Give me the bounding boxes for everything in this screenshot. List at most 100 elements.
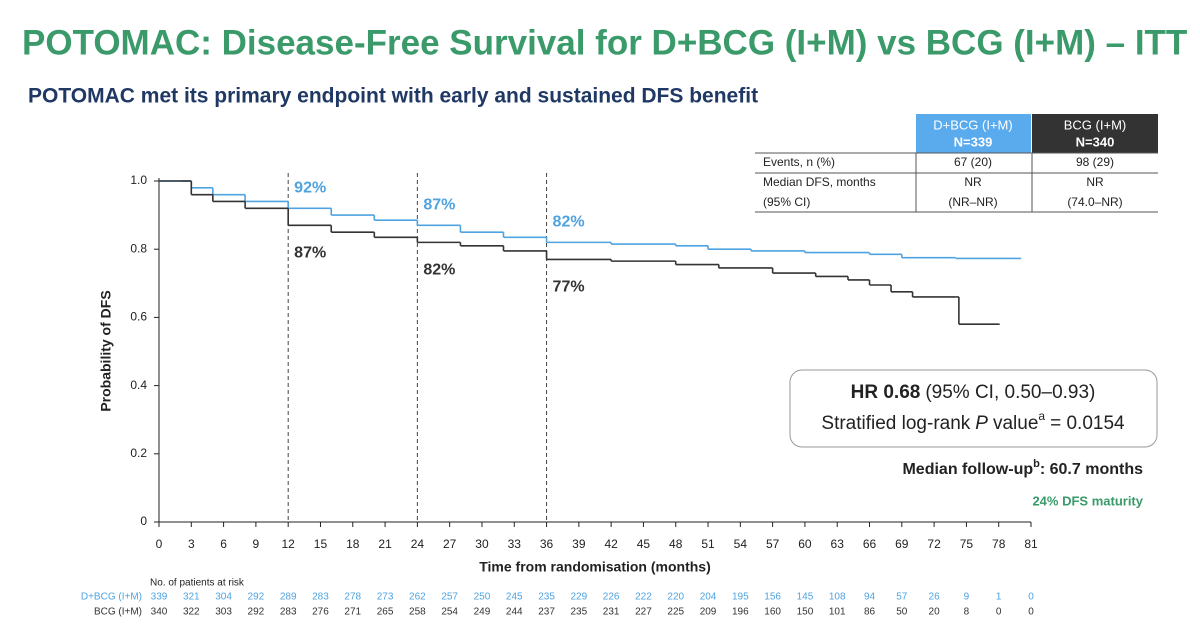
table-cell: NR bbox=[964, 175, 982, 189]
at-risk-count: 271 bbox=[344, 607, 361, 618]
y-tick-label: 0.4 bbox=[130, 378, 147, 392]
y-tick-label: 1.0 bbox=[130, 173, 147, 187]
x-tick-label: 45 bbox=[637, 537, 651, 551]
at-risk-count: 227 bbox=[635, 607, 652, 618]
table-header: N=339 bbox=[954, 134, 993, 149]
at-risk-count: 222 bbox=[635, 592, 652, 603]
at-risk-count: 278 bbox=[344, 592, 361, 603]
follow-up: Median follow-upb: 60.7 months bbox=[902, 458, 1143, 478]
at-risk-count: 339 bbox=[151, 592, 168, 603]
landmark-label: 92% bbox=[294, 179, 326, 196]
at-risk-count: 9 bbox=[964, 592, 970, 603]
at-risk-count: 0 bbox=[1028, 607, 1034, 618]
at-risk-count: 292 bbox=[248, 607, 265, 618]
at-risk-row-label: BCG (I+M) bbox=[94, 607, 142, 618]
at-risk-count: 108 bbox=[829, 592, 846, 603]
at-risk-count: 231 bbox=[603, 607, 620, 618]
at-risk-count: 57 bbox=[896, 592, 908, 603]
at-risk-count: 283 bbox=[280, 607, 297, 618]
landmark-label: 87% bbox=[423, 197, 455, 214]
x-tick-label: 21 bbox=[378, 537, 392, 551]
x-tick-label: 48 bbox=[669, 537, 683, 551]
at-risk-count: 86 bbox=[864, 607, 876, 618]
x-tick-label: 81 bbox=[1024, 537, 1038, 551]
table-cell: (NR–NR) bbox=[948, 195, 997, 209]
at-risk-count: 1 bbox=[996, 592, 1002, 603]
superscript: a bbox=[1038, 409, 1045, 423]
at-risk-count: 244 bbox=[506, 607, 523, 618]
table-cell: 98 (29) bbox=[1076, 155, 1114, 169]
x-tick-label: 69 bbox=[895, 537, 909, 551]
x-tick-label: 27 bbox=[443, 537, 457, 551]
at-risk-row-label: D+BCG (I+M) bbox=[81, 592, 142, 603]
x-tick-label: 15 bbox=[314, 537, 328, 551]
x-tick-label: 66 bbox=[863, 537, 877, 551]
x-tick-label: 24 bbox=[411, 537, 425, 551]
table-header-cell bbox=[1032, 114, 1158, 153]
x-tick-label: 60 bbox=[798, 537, 812, 551]
p: P bbox=[975, 413, 988, 434]
at-risk-count: 254 bbox=[441, 607, 458, 618]
landmark-label: 82% bbox=[423, 262, 455, 279]
x-tick-label: 0 bbox=[156, 537, 163, 551]
table-row-label: Events, n (%) bbox=[763, 155, 835, 169]
y-tick-label: 0.8 bbox=[130, 241, 147, 255]
at-risk-count: 101 bbox=[829, 607, 846, 618]
table-cell: NR bbox=[1086, 175, 1104, 189]
at-risk-count: 50 bbox=[896, 607, 908, 618]
y-tick-label: 0.2 bbox=[130, 446, 147, 460]
at-risk-count: 209 bbox=[700, 607, 717, 618]
x-tick-label: 51 bbox=[701, 537, 715, 551]
at-risk-count: 94 bbox=[864, 592, 876, 603]
x-tick-label: 18 bbox=[346, 537, 360, 551]
at-risk-count: 226 bbox=[603, 592, 620, 603]
at-risk-count: 0 bbox=[996, 607, 1002, 618]
x-tick-label: 78 bbox=[992, 537, 1006, 551]
hr-text: HR 0.68 (95% CI, 0.50–0.93) bbox=[851, 382, 1096, 403]
x-tick-label: 72 bbox=[927, 537, 941, 551]
table-cell: 67 (20) bbox=[954, 155, 992, 169]
x-tick-label: 57 bbox=[766, 537, 780, 551]
slide-title: POTOMAC: Disease-Free Survival for D+BCG… bbox=[22, 23, 1187, 62]
at-risk-count: 237 bbox=[538, 607, 555, 618]
at-risk-count: 289 bbox=[280, 592, 297, 603]
x-axis-title: Time from randomisation (months) bbox=[479, 559, 711, 575]
at-risk-count: 292 bbox=[248, 592, 265, 603]
landmark-label: 87% bbox=[294, 245, 326, 262]
table-row-label: Median DFS, months bbox=[763, 175, 876, 189]
at-risk-count: 265 bbox=[377, 607, 394, 618]
x-tick-label: 3 bbox=[188, 537, 195, 551]
test: Stratified log-rank bbox=[821, 413, 970, 434]
at-risk-count: 8 bbox=[964, 607, 970, 618]
at-risk-count: 196 bbox=[732, 607, 749, 618]
table-cell: (74.0–NR) bbox=[1067, 195, 1122, 209]
at-risk-count: 150 bbox=[797, 607, 814, 618]
at-risk-count: 250 bbox=[474, 592, 491, 603]
at-risk-count: 321 bbox=[183, 592, 200, 603]
at-risk-count: 283 bbox=[312, 592, 329, 603]
at-risk-count: 340 bbox=[151, 607, 168, 618]
at-risk-count: 204 bbox=[700, 592, 717, 603]
follow-up-label: Median follow-up bbox=[902, 461, 1033, 478]
at-risk-count: 303 bbox=[215, 607, 232, 618]
x-tick-label: 63 bbox=[831, 537, 845, 551]
value-word: value bbox=[993, 413, 1038, 434]
x-tick-label: 54 bbox=[734, 537, 748, 551]
at-risk-count: 257 bbox=[441, 592, 458, 603]
at-risk-count: 322 bbox=[183, 607, 200, 618]
at-risk-count: 156 bbox=[764, 592, 781, 603]
landmark-label: 82% bbox=[553, 214, 585, 231]
table-header: D+BCG (I+M) bbox=[933, 117, 1012, 132]
x-tick-label: 12 bbox=[282, 537, 296, 551]
x-tick-label: 42 bbox=[604, 537, 618, 551]
hr-box bbox=[789, 369, 1158, 448]
follow-up-value: : 60.7 months bbox=[1040, 461, 1143, 478]
at-risk-count: 249 bbox=[474, 607, 491, 618]
at-risk-count: 220 bbox=[667, 592, 684, 603]
x-tick-label: 75 bbox=[960, 537, 974, 551]
at-risk-count: 20 bbox=[929, 607, 941, 618]
x-tick-label: 36 bbox=[540, 537, 554, 551]
at-risk-count: 235 bbox=[538, 592, 555, 603]
table-header: N=340 bbox=[1076, 134, 1115, 149]
